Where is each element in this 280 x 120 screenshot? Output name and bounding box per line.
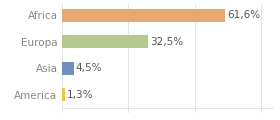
- Text: 1,3%: 1,3%: [67, 90, 94, 100]
- Bar: [62, 9, 225, 22]
- Bar: [62, 88, 65, 101]
- Text: 4,5%: 4,5%: [76, 63, 102, 73]
- Text: 61,6%: 61,6%: [228, 10, 261, 20]
- Text: 32,5%: 32,5%: [150, 37, 183, 47]
- Bar: [62, 62, 74, 75]
- Bar: [62, 35, 148, 48]
